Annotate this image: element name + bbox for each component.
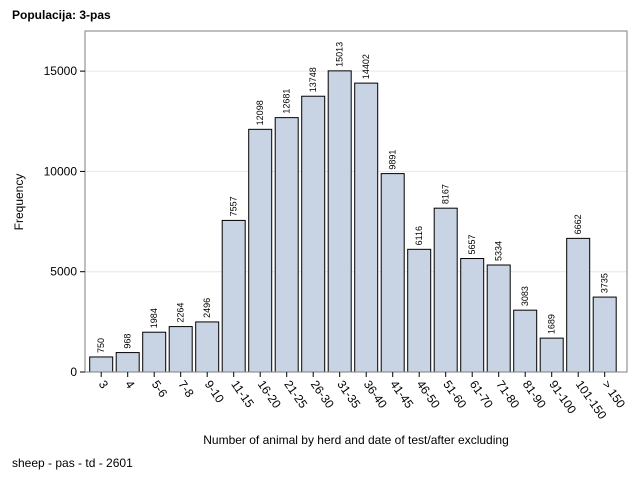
x-tick-label: 4 [122,378,137,392]
data-label: 3735 [600,273,610,293]
data-label: 968 [123,334,133,349]
data-label: 7557 [229,196,239,216]
x-tick-label: 11-15 [228,378,257,411]
y-tick-label: 15000 [44,64,78,78]
data-label: 750 [96,338,106,353]
chart-title: Populacija: 3-pas [12,8,111,22]
x-tick-label: 7-8 [175,378,197,401]
x-tick-label: 31-35 [334,378,363,411]
data-label: 8167 [441,184,451,204]
bar [248,128,273,373]
data-label: 14402 [361,54,371,79]
bar [513,309,538,373]
data-label: 5334 [494,241,504,261]
footnote: sheep - pas - td - 2601 [12,456,133,470]
data-label: 6116 [414,226,424,245]
data-label: 2264 [176,303,186,323]
bar [274,117,299,373]
bar [301,95,326,373]
bar [115,352,140,373]
plot-frame [84,30,628,373]
data-label: 6662 [573,214,583,234]
bar [460,258,485,373]
bar [195,321,220,373]
data-label: 1689 [547,314,557,334]
x-tick-label: 51-60 [440,378,469,411]
bar [566,237,591,373]
bar [354,82,379,373]
data-label: 13748 [308,67,318,92]
x-tick-label: 5-6 [149,378,171,401]
x-tick-label: 3 [96,378,111,392]
bar [168,326,193,373]
x-tick-label: 26-30 [308,378,337,411]
y-axis-title: Frequency [12,174,26,231]
data-label: 9891 [388,150,398,170]
x-axis-title: Number of animal by herd and date of tes… [203,433,509,447]
y-tick-label: 10000 [44,164,78,178]
x-tick-label: 71-80 [493,378,522,411]
bar [592,296,617,373]
data-label: 1984 [149,308,159,328]
bar [407,248,432,373]
bar [486,264,511,373]
bar [539,337,564,373]
bars [89,70,617,373]
x-tick-label: 16-20 [255,378,284,411]
x-tick-label: 46-50 [414,378,443,411]
y-axis: 0 5000 10000 15000 [44,64,85,379]
data-label: 5657 [467,234,477,254]
y-tick-label: 5000 [50,265,77,279]
bar [327,70,352,373]
y-tick-label: 0 [70,365,77,379]
data-label: 12681 [282,89,292,114]
data-labels: 750 968 1984 2264 2496 7557 12098 12681 13748 150… [96,42,610,353]
data-label: 15013 [335,42,345,67]
x-tick-label: 41-45 [387,378,416,411]
x-tick-label: 9-10 [202,378,227,406]
x-axis: 3 4 5-6 7-8 9-10 11-1516-2021-2526-3031-3536-… [96,372,628,422]
data-label: 2496 [202,298,212,318]
x-tick-label: 61-70 [467,378,496,411]
x-tick-label: 81-90 [520,378,549,411]
x-tick-label: 36-40 [361,378,390,411]
bar [221,219,246,373]
data-label: 12098 [255,100,265,125]
bar [142,331,167,373]
bar [380,173,405,373]
bar [433,207,458,373]
data-label: 3083 [520,286,530,306]
bar [89,356,114,373]
x-tick-label: 21-25 [281,378,310,411]
